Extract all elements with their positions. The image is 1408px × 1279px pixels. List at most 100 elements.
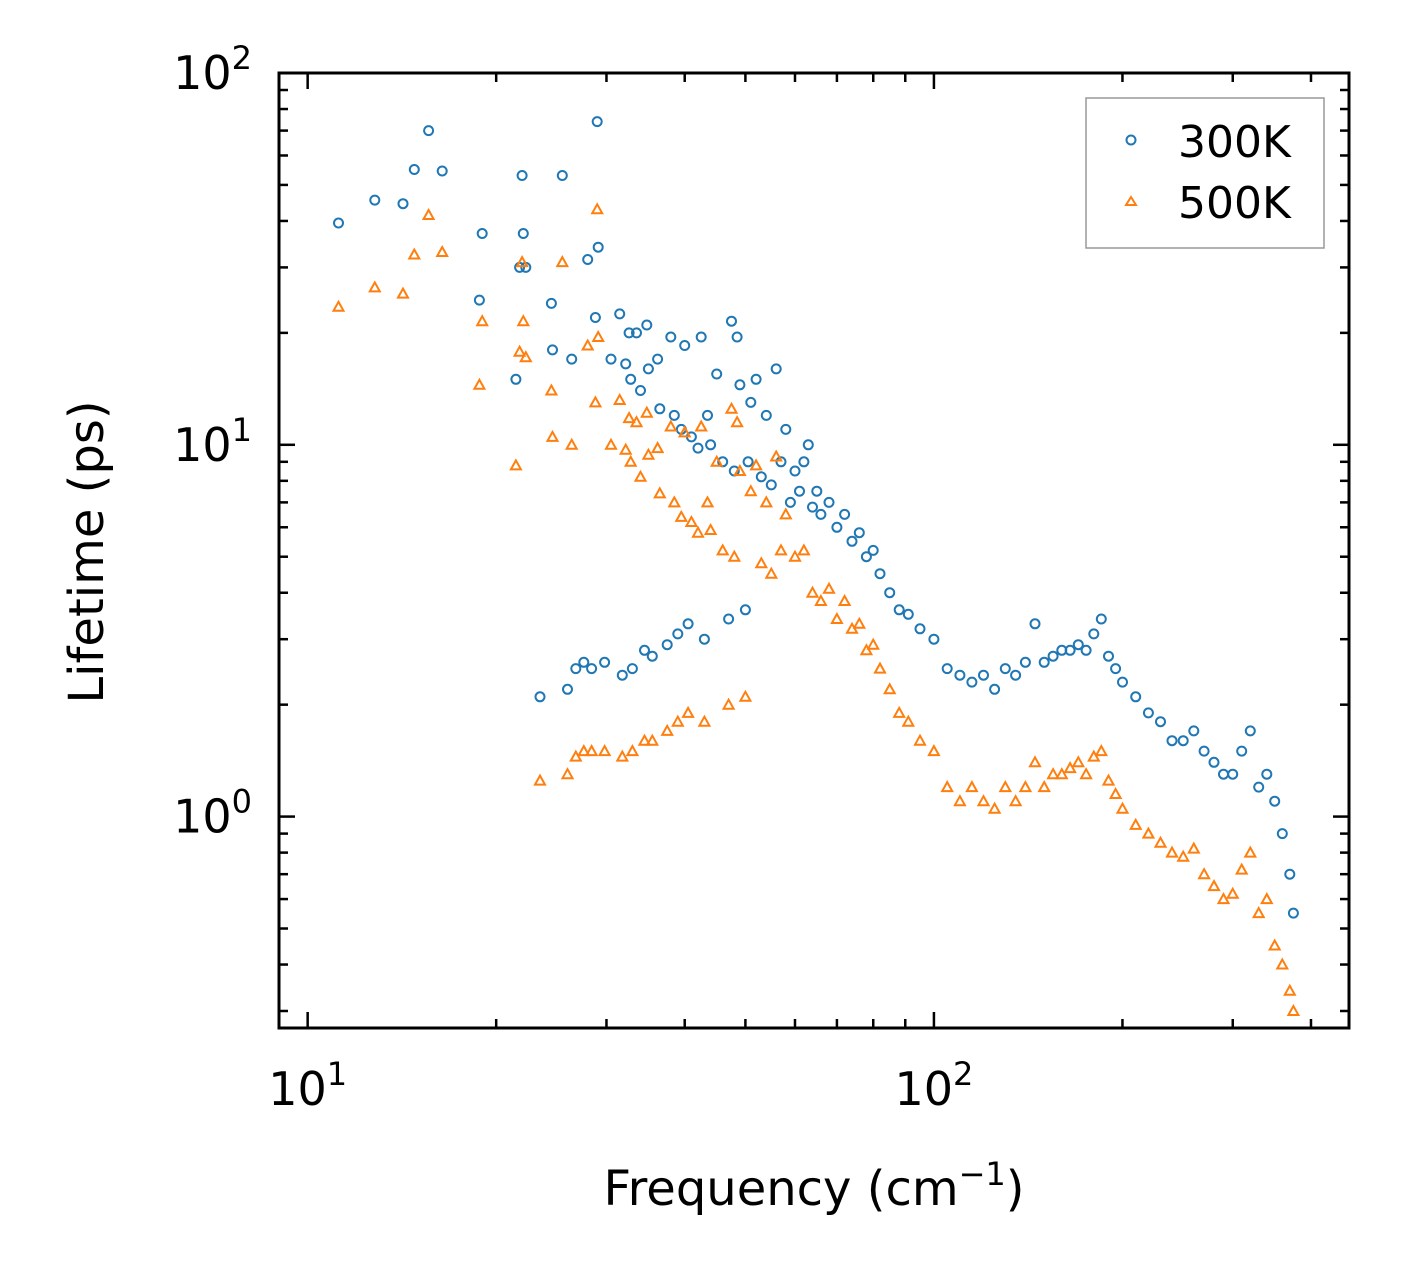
- data-point-500k: [629, 415, 644, 428]
- data-point-500k: [976, 794, 991, 807]
- data-point-300k: [1130, 691, 1142, 703]
- data-point-300k: [1177, 735, 1189, 747]
- data-point-500k: [650, 441, 665, 454]
- data-point-500k: [331, 299, 346, 312]
- data-point-500k: [769, 449, 783, 462]
- data-point-300k: [1227, 768, 1239, 780]
- data-point-500k: [516, 314, 530, 327]
- data-point-300k: [770, 363, 782, 375]
- data-point-500k: [509, 458, 523, 471]
- data-point-300k: [999, 663, 1011, 675]
- data-point-500k: [1165, 845, 1179, 858]
- data-point-300k: [661, 639, 673, 651]
- data-point-500k: [674, 509, 688, 522]
- data-point-300k: [1287, 907, 1299, 919]
- data-point-300k: [517, 228, 529, 239]
- data-point-300k: [562, 683, 573, 695]
- data-point-500k: [1176, 849, 1190, 862]
- legend-marker-300k: [1125, 134, 1137, 146]
- data-point-300k: [742, 456, 754, 468]
- data-point-300k: [750, 373, 762, 385]
- data-point-500k: [641, 447, 656, 460]
- data-point-300k: [566, 353, 578, 365]
- data-point-500k: [883, 682, 897, 695]
- data-point-500k: [738, 689, 753, 702]
- data-point-500k: [1094, 744, 1108, 757]
- data-point-300k: [966, 676, 978, 688]
- data-point-300k: [811, 485, 823, 497]
- data-point-500k: [591, 329, 605, 342]
- data-point-300k: [739, 604, 751, 616]
- legend-box: [1085, 97, 1325, 249]
- data-point-300k: [1019, 656, 1031, 668]
- data-point-300k: [760, 409, 772, 421]
- data-point-300k: [698, 633, 710, 645]
- data-point-500k: [703, 522, 718, 535]
- data-point-300k: [695, 331, 707, 343]
- data-point-500k: [814, 593, 828, 606]
- data-point-500k: [512, 344, 527, 357]
- data-point-500k: [613, 392, 627, 405]
- data-point-500k: [998, 780, 1012, 793]
- data-point-500k: [545, 429, 560, 442]
- data-point-300k: [605, 353, 617, 365]
- data-point-500k: [697, 714, 712, 727]
- data-point-300k: [831, 521, 843, 533]
- data-point-500k: [727, 549, 741, 562]
- data-point-300k: [702, 409, 713, 421]
- x-axis-title: Frequency (cm−1): [603, 1155, 1024, 1217]
- data-point-300k: [807, 501, 818, 513]
- data-point-300k: [641, 319, 653, 331]
- data-point-300k: [652, 353, 664, 365]
- data-point-500k: [744, 484, 758, 497]
- data-point-300k: [423, 125, 435, 137]
- data-point-500k: [797, 543, 811, 556]
- data-point-300k: [860, 551, 872, 563]
- data-point-500k: [822, 581, 836, 594]
- data-point-300k: [516, 170, 528, 181]
- data-point-300k: [1276, 828, 1288, 840]
- data-point-500k: [671, 714, 685, 727]
- data-point-500k: [1268, 938, 1282, 951]
- data-point-300k: [1142, 707, 1154, 719]
- data-point-300k: [789, 465, 801, 477]
- data-point-300k: [592, 241, 604, 253]
- data-point-300k: [599, 656, 611, 668]
- data-point-300k: [623, 327, 635, 339]
- data-point-500k: [544, 383, 559, 396]
- data-point-300k: [635, 385, 646, 396]
- data-point-500k: [1008, 794, 1023, 807]
- data-point-300k: [1188, 725, 1200, 737]
- data-point-500k: [1115, 801, 1130, 814]
- data-point-500k: [1283, 983, 1297, 996]
- data-point-500k: [805, 585, 820, 598]
- data-point-300k: [639, 644, 650, 656]
- data-point-500k: [730, 415, 744, 428]
- data-point-500k: [625, 744, 640, 757]
- data-point-300k: [1166, 735, 1178, 747]
- data-point-500k: [1243, 845, 1257, 858]
- data-point-500k: [716, 543, 730, 556]
- data-point-300k: [1095, 613, 1107, 625]
- data-point-300k: [755, 471, 767, 483]
- data-point-300k: [692, 442, 704, 454]
- data-point-300k: [625, 373, 637, 385]
- x-tick-label-100: 102: [894, 1055, 973, 1116]
- data-point-500k: [953, 794, 967, 807]
- data-point-500k: [407, 247, 421, 260]
- data-point-300k: [874, 568, 886, 580]
- data-point-500k: [913, 733, 927, 746]
- data-point-500k: [1286, 1003, 1301, 1016]
- plot-frame: [277, 71, 1351, 1030]
- data-point-300k: [1198, 745, 1210, 757]
- data-point-500k: [435, 244, 449, 257]
- data-point-500k: [678, 425, 692, 438]
- data-point-500k: [1108, 786, 1123, 799]
- data-point-500k: [788, 549, 802, 562]
- data-point-500k: [852, 616, 866, 629]
- data-point-300k: [1029, 618, 1041, 630]
- data-point-500k: [597, 744, 612, 757]
- data-point-300k: [510, 373, 522, 385]
- data-point-500k: [1071, 755, 1085, 768]
- data-point-500k: [1055, 767, 1069, 780]
